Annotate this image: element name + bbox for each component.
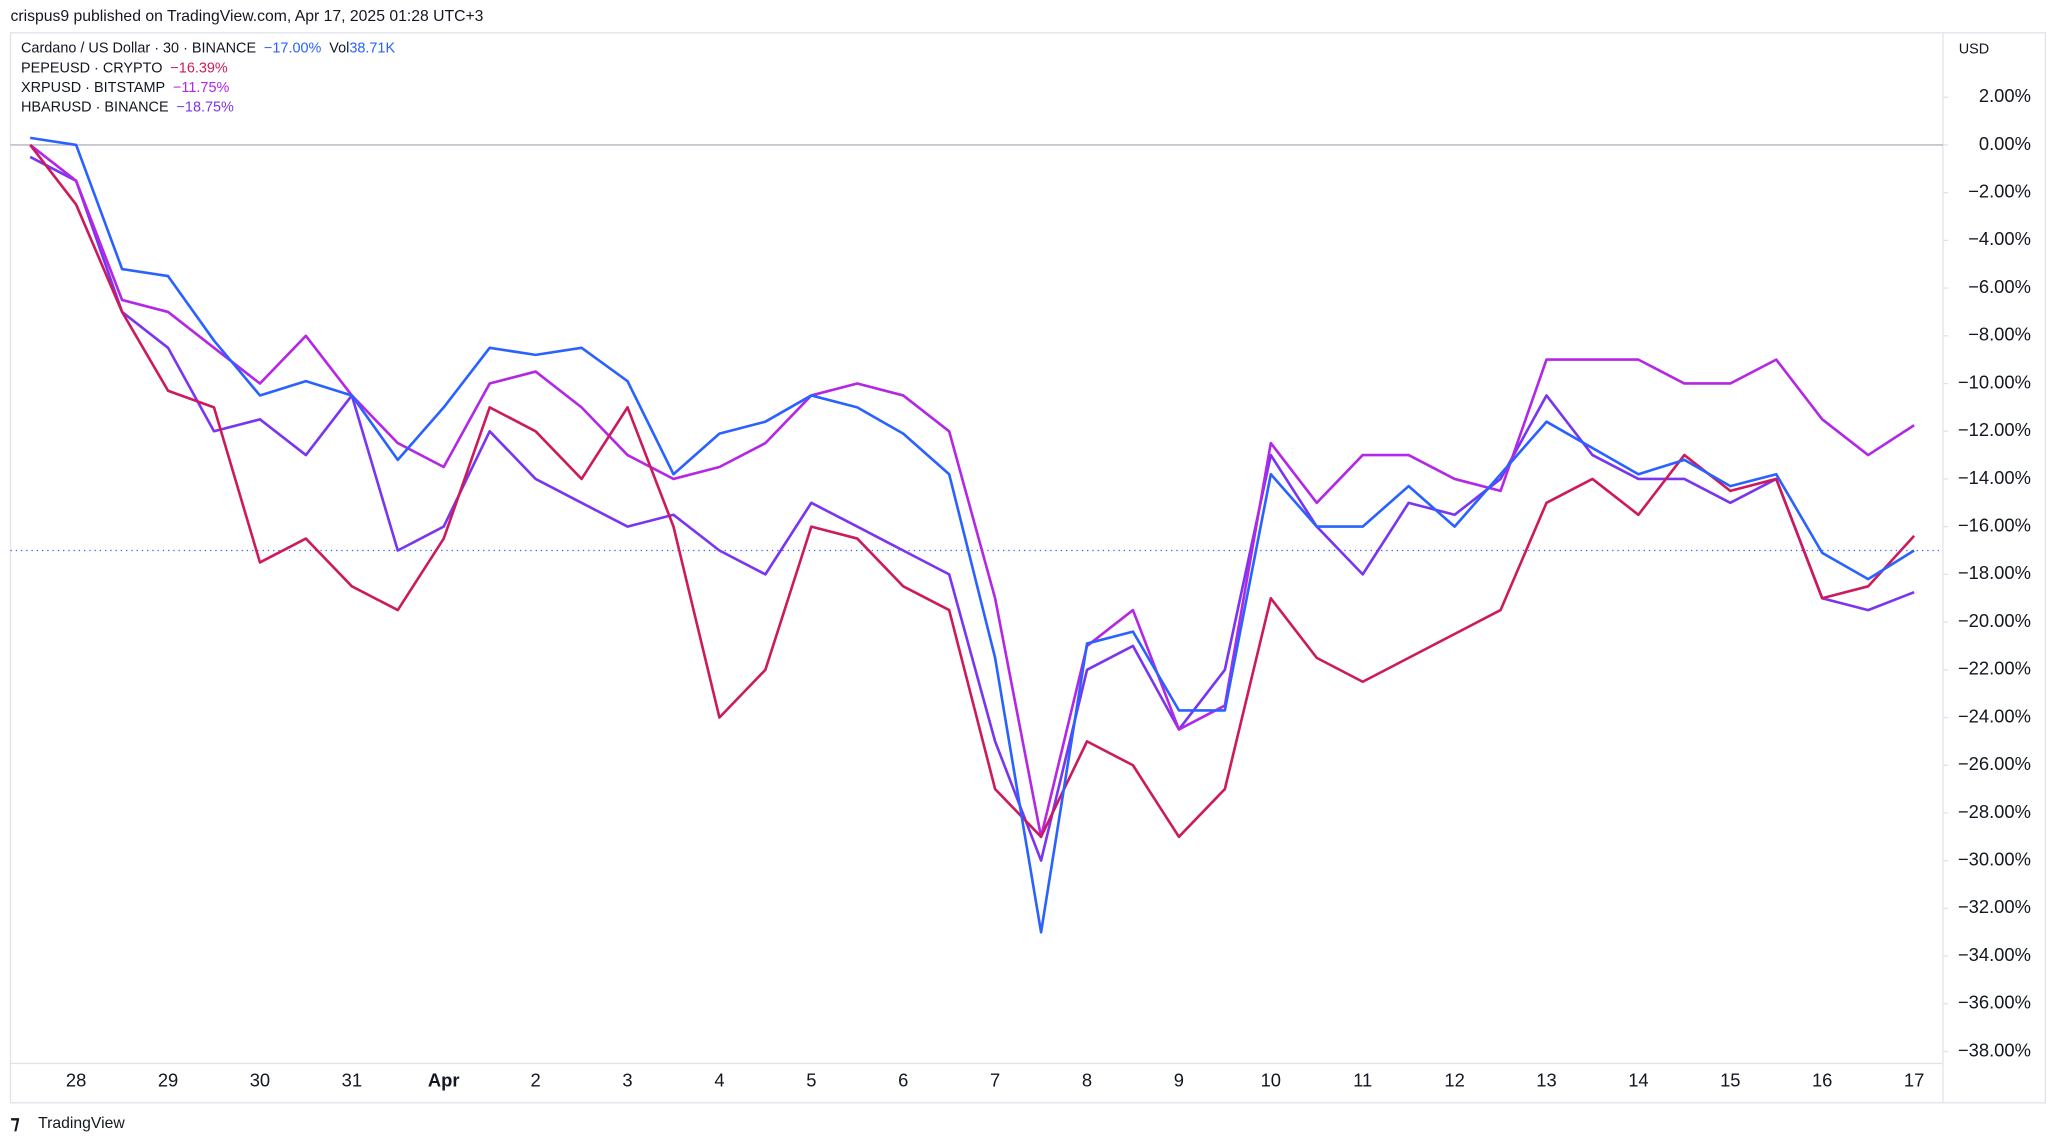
x-tick-label: 10 (1261, 1070, 1281, 1091)
y-axis-label: USD (1959, 42, 1989, 58)
y-tick-label: −18.00% (1958, 562, 2031, 583)
series-line (29, 144, 1916, 839)
footer-logo: ⁊ TradingView (11, 1112, 126, 1133)
x-tick-label: Apr (428, 1070, 460, 1091)
legend-entry: XRPUSD · BITSTAMP −11.75% (21, 80, 229, 96)
x-tick-label: 31 (342, 1070, 362, 1091)
x-tick-label: 6 (898, 1070, 908, 1091)
y-tick-label: −38.00% (1958, 1039, 2031, 1060)
legend-change: −16.39% (170, 60, 228, 76)
x-tick-label: 30 (250, 1070, 270, 1091)
x-tick-label: 17 (1904, 1070, 1924, 1091)
x-tick-label: 12 (1444, 1070, 1464, 1091)
logo-mark: ⁊ (11, 1112, 20, 1133)
y-tick-label: −34.00% (1958, 944, 2031, 965)
legend-change: −18.75% (176, 99, 234, 115)
legend-name: Cardano / US Dollar · 30 · BINANCE (21, 40, 256, 56)
y-tick-label: −36.00% (1958, 992, 2031, 1013)
x-tick-label: 2 (531, 1070, 541, 1091)
y-tick-label: −20.00% (1958, 610, 2031, 631)
x-tick-label: 7 (990, 1070, 1000, 1091)
y-tick-label: −12.00% (1958, 419, 2031, 440)
y-tick-label: −24.00% (1958, 705, 2031, 726)
y-tick-label: −2.00% (1968, 181, 2031, 202)
legend-change: −17.00% (264, 40, 322, 56)
x-tick-label: 11 (1353, 1070, 1372, 1091)
y-tick-label: −14.00% (1958, 467, 2031, 488)
legend-entry: PEPEUSD · CRYPTO −16.39% (21, 60, 228, 76)
legend-name: XRPUSD · BITSTAMP (21, 80, 165, 96)
y-tick-label: −6.00% (1968, 276, 2031, 297)
footer: TradingView (38, 1115, 125, 1132)
y-tick-label: −26.00% (1958, 753, 2031, 774)
x-tick-label: 15 (1720, 1070, 1740, 1091)
chart-frame (9, 32, 2047, 1104)
legend-entry: Cardano / US Dollar · 30 · BINANCE −17.00… (21, 40, 395, 56)
series-line (29, 143, 1915, 839)
series-line (29, 155, 1915, 862)
x-tick-label: 3 (622, 1070, 632, 1091)
x-tick-label: 14 (1628, 1070, 1648, 1091)
y-tick-label: −10.00% (1958, 371, 2031, 392)
x-tick-label: 4 (714, 1070, 724, 1091)
y-tick-label: −8.00% (1968, 324, 2031, 345)
y-tick-label: −22.00% (1958, 658, 2031, 679)
y-tick-label: 0.00% (1979, 133, 2031, 154)
y-tick-label: 2.00% (1979, 85, 2031, 106)
legend-name: PEPEUSD · CRYPTO (21, 60, 162, 76)
x-tick-label: 29 (158, 1070, 178, 1091)
y-tick-label: −30.00% (1958, 848, 2031, 869)
volume-label: Vol (329, 40, 349, 56)
y-tick-label: −28.00% (1958, 801, 2031, 822)
y-tick-label: −16.00% (1958, 515, 2031, 536)
y-tick-label: −32.00% (1958, 896, 2031, 917)
x-tick-label: 13 (1536, 1070, 1556, 1091)
chart-title: crispus9 published on TradingView.com, A… (11, 8, 484, 25)
x-tick-label: 9 (1174, 1070, 1184, 1091)
legend-name: HBARUSD · BINANCE (21, 99, 169, 115)
x-tick-label: 5 (806, 1070, 816, 1091)
volume-value: 38.71K (349, 40, 395, 56)
currency-box (1948, 36, 2041, 64)
x-tick-label: 8 (1082, 1070, 1092, 1091)
series-line (29, 136, 1915, 934)
legend-entry: HBARUSD · BINANCE −18.75% (21, 99, 234, 115)
y-tick-label: −4.00% (1968, 228, 2031, 249)
x-tick-label: 16 (1812, 1070, 1832, 1091)
x-tick-label: 28 (66, 1070, 86, 1091)
legend-change: −11.75% (173, 80, 229, 96)
